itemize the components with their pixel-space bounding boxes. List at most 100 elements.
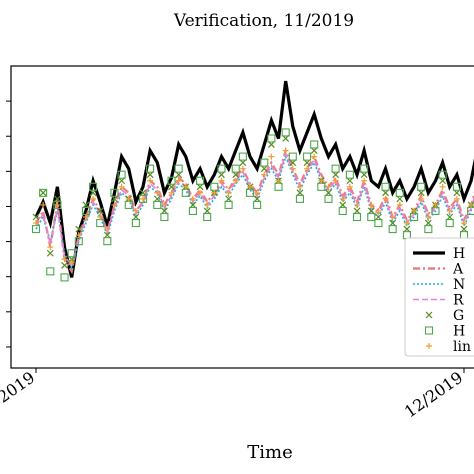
data-point <box>417 182 426 191</box>
data-point <box>303 152 312 161</box>
data-point <box>418 195 425 202</box>
legend-label: N <box>453 277 465 293</box>
data-point <box>168 189 175 196</box>
data-point <box>175 177 182 184</box>
data-point <box>67 249 76 258</box>
data-point <box>260 158 269 167</box>
data-point <box>61 261 68 269</box>
legend-label: A <box>452 262 464 278</box>
data-point <box>425 214 432 220</box>
data-point <box>147 177 154 184</box>
data-point <box>445 218 454 228</box>
data-point <box>411 207 418 214</box>
data-point <box>117 170 126 179</box>
data-point <box>60 273 69 282</box>
data-point <box>317 182 326 191</box>
data-point <box>395 188 404 197</box>
data-point <box>311 153 318 160</box>
series-markers-lin <box>33 147 474 266</box>
x-axis-label: Time <box>247 442 292 463</box>
data-point <box>46 267 55 276</box>
data-point <box>318 177 325 184</box>
legend-swatch <box>425 311 433 319</box>
data-point <box>153 200 162 209</box>
data-point <box>325 183 332 190</box>
data-point <box>331 164 340 173</box>
data-point <box>304 165 311 172</box>
data-point <box>367 212 376 222</box>
data-point <box>254 189 261 196</box>
data-point <box>225 189 232 196</box>
data-point <box>461 220 467 227</box>
data-point <box>231 164 240 173</box>
legend-entry: N <box>413 277 465 293</box>
data-point <box>253 200 262 209</box>
data-point <box>389 214 396 220</box>
data-point <box>61 256 68 263</box>
plot-area: 11/2019 12/2019 <box>0 65 474 422</box>
data-point <box>238 152 247 161</box>
data-point <box>68 259 75 266</box>
data-point <box>288 152 297 161</box>
data-point <box>196 176 205 185</box>
data-point <box>189 195 196 202</box>
data-point <box>275 177 282 184</box>
data-point <box>160 212 169 222</box>
data-point <box>267 134 276 143</box>
data-point <box>453 195 460 202</box>
legend-box <box>404 237 474 357</box>
data-point <box>154 189 161 196</box>
data-point <box>354 201 360 208</box>
data-point <box>161 201 168 208</box>
data-point <box>40 201 47 208</box>
data-point <box>446 207 453 214</box>
data-point <box>217 164 226 173</box>
data-point <box>296 183 303 190</box>
data-point <box>368 201 375 208</box>
data-point <box>46 249 54 257</box>
data-point <box>33 220 39 227</box>
data-point <box>468 201 474 208</box>
data-point <box>282 147 289 154</box>
legend-entry: A <box>413 262 464 278</box>
legend-label: lin <box>453 339 471 355</box>
data-point <box>103 237 112 246</box>
x-tick-label: 12/2019 <box>401 368 466 422</box>
legend-label: G <box>453 308 464 324</box>
data-point <box>310 140 319 149</box>
data-point <box>125 195 132 202</box>
data-point <box>82 214 89 220</box>
data-point <box>361 177 368 184</box>
data-point <box>438 170 447 179</box>
data-point <box>247 183 253 190</box>
data-point <box>75 225 83 233</box>
data-point <box>39 188 48 197</box>
data-point <box>232 177 239 184</box>
data-point <box>375 207 382 214</box>
data-point <box>188 206 197 216</box>
legend-label: R <box>453 293 464 309</box>
data-point <box>403 220 410 227</box>
series-layer <box>31 80 474 282</box>
legend-entry: H <box>413 246 465 262</box>
data-point <box>382 195 389 202</box>
data-point <box>39 189 47 197</box>
data-point <box>167 176 176 185</box>
data-point <box>345 170 354 179</box>
data-point <box>75 232 82 239</box>
data-point <box>111 201 118 208</box>
data-point <box>289 165 296 172</box>
data-point <box>182 183 189 190</box>
data-point <box>338 206 347 216</box>
data-point <box>374 218 383 228</box>
data-point <box>388 225 397 234</box>
series-line-h <box>34 80 474 278</box>
data-point <box>281 128 290 137</box>
legend-entry: G <box>425 308 464 324</box>
data-point <box>424 225 433 234</box>
data-point <box>352 212 362 222</box>
data-point <box>174 164 183 173</box>
data-point <box>432 201 439 208</box>
